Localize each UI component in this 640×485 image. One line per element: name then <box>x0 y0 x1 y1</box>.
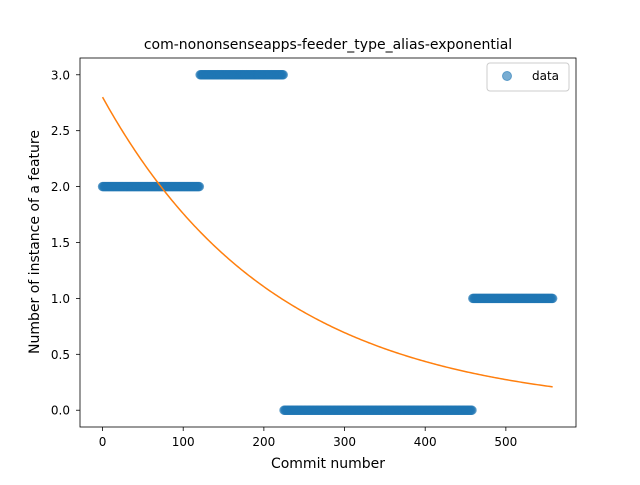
x-axis-title: Commit number <box>271 456 385 472</box>
legend-box <box>486 62 570 92</box>
x-tick-label: 300 <box>333 435 356 449</box>
fit-line <box>101 96 553 388</box>
y-tick-label: 3.0 <box>51 68 70 82</box>
data-point <box>467 405 477 415</box>
y-axis-title: Number of instance of a feature <box>27 130 43 354</box>
y-tick-label: 1.0 <box>51 292 70 306</box>
data-point <box>194 181 205 192</box>
x-tick-label: 200 <box>252 435 275 449</box>
plot-area <box>97 70 558 415</box>
data-point <box>547 293 558 304</box>
data-point <box>278 70 288 80</box>
y-tick-label: 0.0 <box>51 404 70 418</box>
x-tick-label: 0 <box>99 435 107 449</box>
y-tick-label: 2.5 <box>51 124 70 138</box>
y-axis: 0.0 0.5 1.0 1.5 2.0 2.5 3.0 <box>51 68 80 418</box>
chart-title: com-nononsenseapps-feeder_type_alias-exp… <box>144 37 512 53</box>
legend-marker-data <box>502 71 512 81</box>
x-tick-label: 400 <box>414 435 437 449</box>
y-tick-label: 1.5 <box>51 236 70 250</box>
legend-label-data: data <box>532 69 559 83</box>
y-tick-label: 0.5 <box>51 348 70 362</box>
legend: data <box>486 62 570 92</box>
x-tick-label: 500 <box>494 435 517 449</box>
x-axis: 0 100 200 300 400 500 <box>99 427 517 449</box>
y-tick-label: 2.0 <box>51 180 70 194</box>
x-tick-label: 100 <box>172 435 195 449</box>
